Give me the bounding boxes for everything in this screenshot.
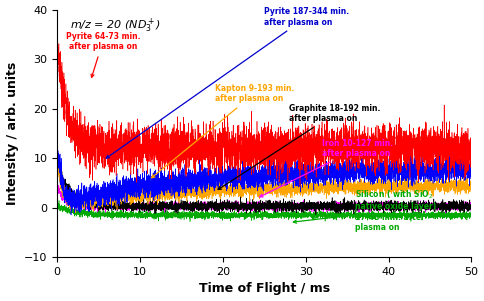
Text: m/z = 20 (ND$_3^+$): m/z = 20 (ND$_3^+$) <box>70 17 161 35</box>
Text: Silicon ( with SiO$_2$
native oxide layer)
17-48 min. after
plasma on: Silicon ( with SiO$_2$ native oxide laye… <box>293 188 437 232</box>
Text: Graphite 18-192 min.
after plasma on: Graphite 18-192 min. after plasma on <box>218 104 380 190</box>
Y-axis label: Intensity / arb. units: Intensity / arb. units <box>5 62 18 205</box>
Text: Iron 10-127 min.
after plasma on: Iron 10-127 min. after plasma on <box>260 138 393 197</box>
Text: Pyrite 64-73 min.
after plasma on: Pyrite 64-73 min. after plasma on <box>65 32 140 77</box>
X-axis label: Time of Flight / ms: Time of Flight / ms <box>199 282 330 296</box>
Text: Pyrite 187-344 min.
after plasma on: Pyrite 187-344 min. after plasma on <box>106 7 349 158</box>
Text: Kapton 9-193 min.
after plasma on: Kapton 9-193 min. after plasma on <box>151 84 294 178</box>
